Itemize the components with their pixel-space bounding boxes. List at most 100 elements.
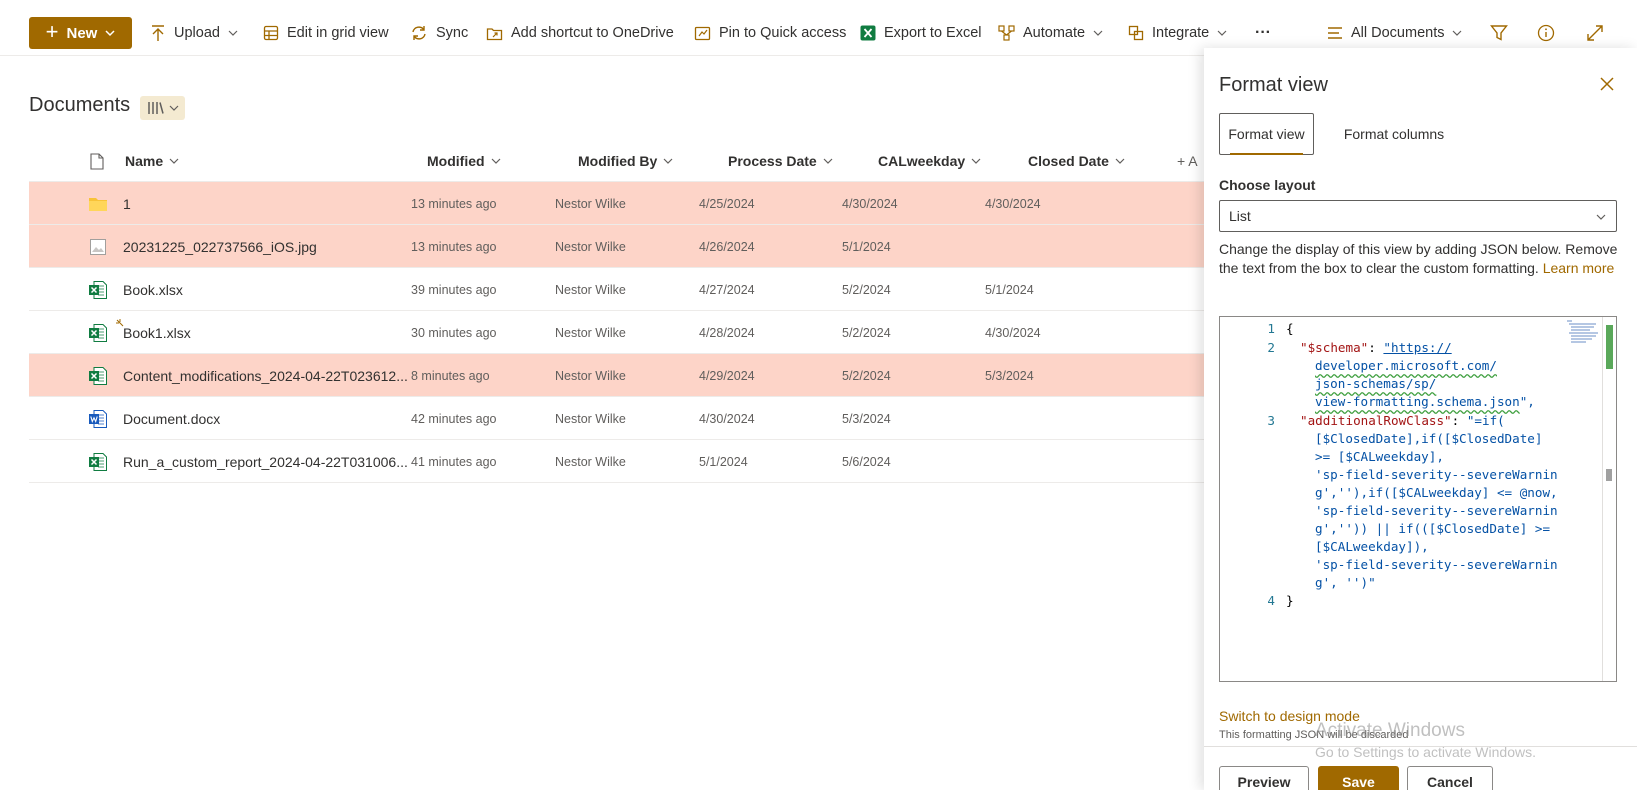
modified-by-cell[interactable]: Nestor Wilke [555,282,626,297]
save-button[interactable]: Save [1318,766,1399,790]
table-row[interactable]: 1 13 minutes ago Nestor Wilke 4/25/2024 4/30… [29,182,1204,225]
expand-button[interactable] [1586,10,1604,56]
calweekday-cell: 5/3/2024 [842,411,891,426]
modified-by-cell[interactable]: Nestor Wilke [555,368,626,383]
info-button[interactable] [1537,10,1555,56]
excel-file-icon [88,323,108,343]
name-column-header[interactable]: Name [125,140,179,182]
switch-design-mode-link[interactable]: Switch to design mode [1219,708,1360,724]
tab-format-columns[interactable]: Format columns [1324,113,1464,155]
code-line: "$schema": "https:// [1300,338,1452,357]
table-row[interactable]: Document.docx 42 minutes ago Nestor Wilke 4… [29,397,1204,440]
automate-button[interactable]: Automate [998,10,1103,56]
file-name[interactable]: Content_modifications_2024-04-22T023612.… [123,367,408,384]
code-line: [$ClosedDate],if([$ClosedDate] [1315,431,1543,446]
modified-cell: 42 minutes ago [411,411,497,426]
new-button-label: New [66,24,98,42]
process-date-cell: 5/1/2024 [699,454,748,469]
file-name[interactable]: Document.docx [123,410,221,427]
modified-cell: 39 minutes ago [411,282,497,297]
table-row[interactable]: Book.xlsx 39 minutes ago Nestor Wilke 4/27/… [29,268,1204,311]
sync-button[interactable]: Sync [410,10,468,56]
code-line: >= [$CALweekday], [1315,449,1444,464]
closed-date-cell: 5/3/2024 [985,368,1034,383]
file-name[interactable]: Book.xlsx [123,281,183,298]
new-button[interactable]: + New [29,17,132,49]
modified-by-cell[interactable]: Nestor Wilke [555,239,626,254]
table-row[interactable]: Book1.xlsx 30 minutes ago Nestor Wilke 4/28… [29,311,1204,354]
closed-date-column-header[interactable]: Closed Date [1028,140,1125,182]
integrate-icon [1128,25,1144,41]
pin-quick-access-button[interactable]: Pin to Quick access [694,10,846,56]
upload-button[interactable]: Upload [150,10,238,56]
chevron-down-icon [971,158,981,164]
file-type-column-header[interactable] [90,140,104,182]
scrollbar-thumb[interactable] [1606,469,1612,481]
learn-more-link[interactable]: Learn more [1542,260,1615,276]
modified-by-column-header[interactable]: Modified By [578,140,673,182]
code-token: json-schemas/sp/ [1315,376,1437,391]
modified-by-cell[interactable]: Nestor Wilke [555,411,626,426]
edit-grid-view-button[interactable]: Edit in grid view [263,10,389,56]
activate-windows-subtitle: Go to Settings to activate Windows. [1315,744,1536,760]
info-icon [1537,24,1555,42]
modified-cell: 8 minutes ago [411,368,490,383]
excel-file-icon [88,452,108,472]
add-column-button[interactable]: + A [1177,140,1198,182]
process-date-column-header[interactable]: Process Date [728,140,833,182]
more-options-button[interactable]: ··· [1255,10,1271,56]
description-text: Change the display of this view by addin… [1219,241,1618,276]
editor-scrollbar[interactable] [1602,317,1616,681]
table-row[interactable]: 20231225_022737566_iOS.jpg 13 minutes ago… [29,225,1204,268]
expand-icon [1587,25,1603,41]
export-excel-button[interactable]: Export to Excel [860,10,982,56]
table-row[interactable]: Content_modifications_2024-04-22T023612.… [29,354,1204,397]
view-selector[interactable]: All Documents [1327,10,1462,56]
code-line: { [1286,319,1294,338]
cancel-button[interactable]: Cancel [1407,766,1493,790]
library-options-button[interactable] [140,96,185,120]
close-icon[interactable] [1597,74,1617,94]
integrate-label: Integrate [1152,25,1210,41]
process-date-cell: 4/26/2024 [699,239,755,254]
calweekday-column-header[interactable]: CALweekday [878,140,981,182]
file-name[interactable]: Run_a_custom_report_2024-04-22T031006...… [123,453,408,470]
modified-by-cell[interactable]: Nestor Wilke [555,454,626,469]
code-line: g','')) || if(([$ClosedDate] >= [1315,521,1551,536]
modified-column-header[interactable]: Modified [427,140,501,182]
edit-grid-view-label: Edit in grid view [287,25,389,41]
table-row[interactable]: Run_a_custom_report_2024-04-22T031006...… [29,440,1204,483]
chevron-down-icon [823,158,833,164]
code-line: 'sp-field-severity--severeWarnin [1315,557,1558,572]
closed-date-cell [985,440,1125,483]
file-name[interactable]: 20231225_022737566_iOS.jpg [123,238,317,255]
layout-dropdown[interactable]: List [1219,200,1617,232]
list-body: 1 13 minutes ago Nestor Wilke 4/25/2024 4/30… [29,182,1204,483]
closed-date-cell [985,397,1125,440]
calweekday-cell: 5/2/2024 [842,368,891,383]
preview-button[interactable]: Preview [1219,766,1309,790]
closed-date-cell: 5/1/2024 [985,282,1034,297]
closed-date-column-label: Closed Date [1028,153,1109,169]
code-line: view-formatting.schema.json", [1315,392,1535,411]
preview-button-label: Preview [1237,774,1291,790]
modified-by-cell[interactable]: Nestor Wilke [555,196,626,211]
sync-icon [412,26,426,40]
add-shortcut-button[interactable]: Add shortcut to OneDrive [486,10,674,56]
library-title: Documents [29,94,131,116]
code-token: developer.microsoft.com/ [1315,358,1497,373]
integrate-button[interactable]: Integrate [1128,10,1227,56]
automate-icon [998,25,1015,41]
json-editor[interactable]: 1 2 3 4 { "$schema": "https:// developer… [1219,316,1617,682]
code-token: "$schema" [1300,340,1369,355]
code-line: json-schemas/sp/ [1315,374,1436,393]
tab-format-view[interactable]: Format view [1219,113,1314,155]
modified-by-cell[interactable]: Nestor Wilke [555,325,626,340]
file-name[interactable]: Book1.xlsx [123,324,191,341]
word-file-icon [88,409,108,429]
file-name[interactable]: 1 [123,195,131,212]
filter-button[interactable] [1490,10,1508,56]
automate-label: Automate [1023,25,1086,41]
line-number: 4 [1267,593,1275,608]
layout-dropdown-value: List [1229,208,1251,224]
